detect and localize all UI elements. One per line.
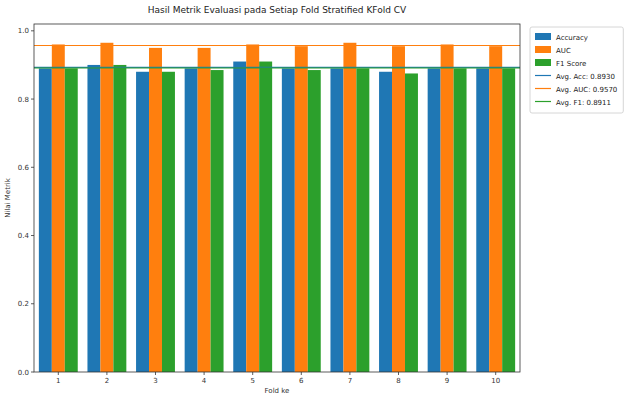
- bar: [246, 44, 259, 372]
- y-tick: [31, 372, 34, 373]
- bar: [379, 72, 392, 372]
- bar: [489, 46, 502, 372]
- x-tick-label: 8: [396, 377, 400, 385]
- legend-label: AUC: [556, 47, 571, 55]
- title: Hasil Metrik Evaluasi pada Setiap Fold S…: [148, 5, 407, 15]
- x-tick-label: 3: [153, 377, 157, 385]
- x-tick: [204, 372, 205, 375]
- bar: [282, 68, 295, 372]
- bar: [211, 70, 224, 372]
- bar: [233, 62, 246, 372]
- x-tick: [349, 372, 350, 375]
- bar: [113, 65, 126, 372]
- y-tick: [31, 235, 34, 236]
- y-tick: [31, 30, 34, 31]
- bar: [392, 46, 405, 372]
- legend-line: [535, 75, 551, 76]
- bar: [295, 46, 308, 372]
- frame: [34, 24, 520, 372]
- bar: [428, 68, 441, 372]
- legend-label: Avg. AUC: 0.9570: [556, 86, 617, 94]
- bar: [308, 70, 321, 372]
- x-tick-label: 5: [250, 377, 254, 385]
- legend-line: [535, 88, 551, 89]
- legend-label: Avg. F1: 0.8911: [556, 99, 611, 107]
- bar: [100, 43, 113, 372]
- y-tick-label: 0.4: [18, 232, 30, 240]
- y-tick-label: 0.2: [18, 300, 29, 308]
- legend-swatch: [535, 33, 551, 40]
- y-axis-title: Nilai Metrik: [4, 177, 12, 217]
- x-tick-label: 4: [202, 377, 207, 385]
- legend-label: Avg. Acc: 0.8930: [556, 73, 615, 81]
- bar: [65, 68, 78, 372]
- y-tick: [31, 303, 34, 304]
- legend-label: F1 Score: [556, 60, 586, 68]
- bar: [52, 44, 65, 372]
- legend: Accuracy AUC F1 Score Avg. Acc: 0.8930 Avg. …: [530, 27, 623, 113]
- x-tick: [252, 372, 253, 375]
- avg-line: [34, 45, 520, 46]
- y-tick-label: 0.6: [18, 164, 30, 172]
- y-tick: [31, 167, 34, 168]
- bar: [87, 65, 100, 372]
- y-tick-label: 0.8: [18, 96, 29, 104]
- avg-line: [34, 67, 520, 68]
- bar: [405, 73, 418, 372]
- marks: [34, 43, 520, 372]
- x-tick-label: 10: [491, 377, 500, 385]
- x-axis-title: Fold ke: [265, 387, 290, 395]
- x-tick: [447, 372, 448, 375]
- bar: [259, 62, 272, 372]
- y-tick-label: 1.0: [18, 27, 29, 35]
- bar: [39, 68, 52, 372]
- bar: [476, 68, 489, 372]
- x-tick-label: 9: [445, 377, 449, 385]
- legend-swatch: [535, 59, 551, 66]
- x-tick: [398, 372, 399, 375]
- bar: [198, 48, 211, 372]
- legend-swatch: [535, 46, 551, 53]
- bar: [185, 68, 198, 372]
- y-tick-label: 0.0: [18, 369, 29, 377]
- x-tick: [58, 372, 59, 375]
- bar: [356, 68, 369, 372]
- y-tick: [31, 99, 34, 100]
- bar: [502, 68, 515, 372]
- x-tick: [495, 372, 496, 375]
- x-tick-label: 2: [105, 377, 109, 385]
- legend-box: [530, 27, 623, 113]
- bar: [162, 72, 175, 372]
- x-tick: [106, 372, 107, 375]
- bar: [136, 72, 149, 372]
- x-tick: [301, 372, 302, 375]
- bar: [441, 44, 454, 372]
- avg-line: [34, 67, 520, 68]
- background: [0, 0, 627, 399]
- bar: [330, 68, 343, 372]
- bar: [149, 48, 162, 372]
- bar: [454, 68, 467, 372]
- x-tick-label: 1: [56, 377, 60, 385]
- x-tick-label: 6: [299, 377, 304, 385]
- x-tick-label: 7: [348, 377, 352, 385]
- bar: [343, 43, 356, 372]
- legend-label: Accuracy: [556, 34, 588, 42]
- legend-line: [535, 101, 551, 102]
- chart: Hasil Metrik Evaluasi pada Setiap Fold S…: [0, 0, 627, 399]
- x-tick: [155, 372, 156, 375]
